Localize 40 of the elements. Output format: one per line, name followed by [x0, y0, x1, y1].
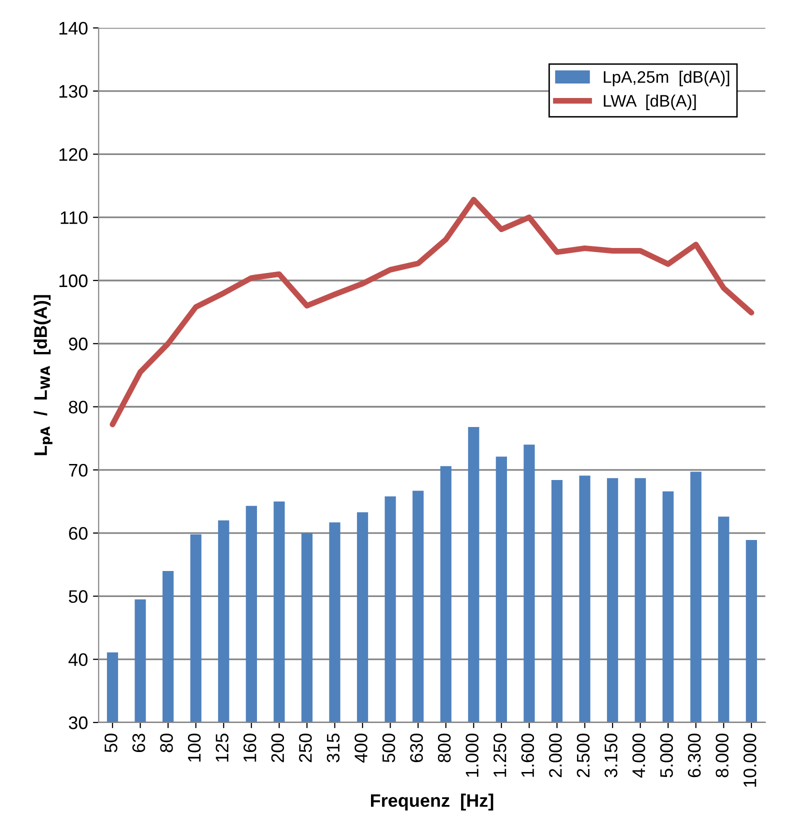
- x-tick-label: 1.600: [521, 734, 534, 777]
- x-axis-title: Frequenz [Hz]: [371, 794, 494, 810]
- x-tick-label: 6.300: [688, 734, 701, 778]
- y-tick-label: 90: [68, 338, 88, 350]
- x-tick-label: 3.150: [604, 734, 618, 778]
- x-tick-label: 1.000: [466, 734, 478, 777]
- y-tick-label: 100: [59, 274, 88, 288]
- y-tick-label: 40: [68, 653, 88, 666]
- y-tick-label: 140: [59, 22, 88, 35]
- y-tick-label: 120: [59, 148, 88, 161]
- x-tick-label: 2.500: [576, 734, 590, 778]
- x-tick-label: 800: [438, 734, 451, 762]
- y-tick-label: 30: [68, 716, 88, 730]
- x-tick-label: 4.000: [632, 734, 646, 778]
- x-tick-label: 125: [216, 734, 228, 762]
- y-tick-label: 80: [68, 400, 88, 414]
- x-tick-label: 10.000: [744, 734, 756, 787]
- x-tick-label: 2.000: [549, 734, 562, 778]
- x-tick-label: 100: [188, 734, 201, 762]
- x-tick-label: 1.250: [493, 734, 506, 777]
- x-tick-label: 63: [132, 734, 146, 752]
- x-tick-label: 80: [160, 734, 173, 752]
- x-tick-label: 50: [104, 734, 118, 752]
- x-tick-label: 500: [382, 734, 396, 762]
- y-axis-title: L$_{pA}$ / L$_{WA}$ [dB(A)]: [34, 295, 52, 456]
- x-tick-label: 250: [299, 734, 312, 762]
- x-tick-label: 8.000: [716, 734, 729, 778]
- x-tick-label: 160: [243, 734, 256, 762]
- legend-label: LWA [dB(A)]: [604, 94, 696, 110]
- x-tick-label: 630: [410, 734, 423, 762]
- y-tick-label: 130: [59, 84, 88, 98]
- x-tick-label: 400: [354, 734, 368, 763]
- x-tick-label: 200: [271, 734, 284, 762]
- y-tick-label: 60: [69, 526, 88, 540]
- x-tick-label: 315: [326, 734, 340, 762]
- y-tick-label: 110: [60, 211, 88, 224]
- legend-label: LpA,25m [dB(A)]: [604, 70, 730, 86]
- y-tick-label: 70: [69, 464, 88, 477]
- x-tick-label: 5.000: [660, 734, 673, 778]
- y-tick-label: 50: [68, 590, 88, 603]
